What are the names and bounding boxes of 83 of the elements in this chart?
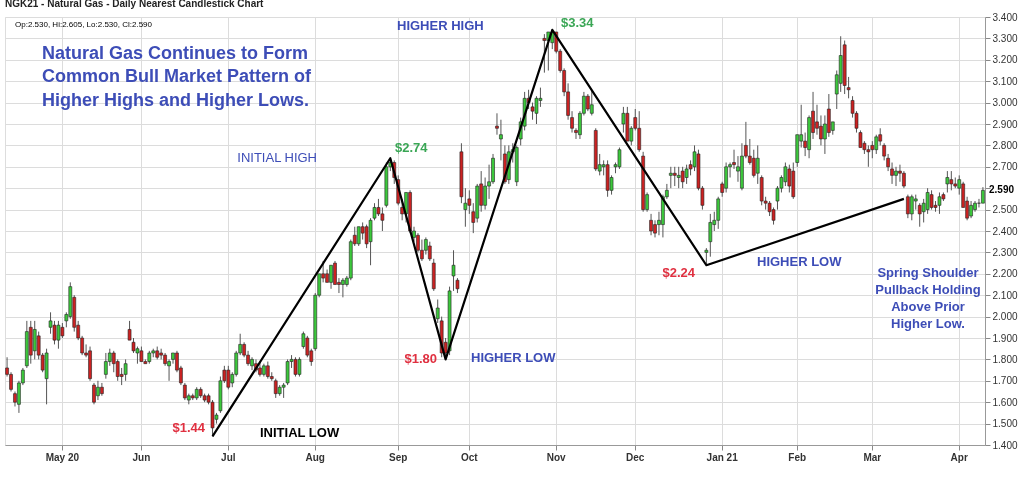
annotation: INITIAL LOW [260,425,340,440]
y-tick-label: 1.500 [992,418,1018,430]
candlestick [356,226,361,247]
text: 2.590 [989,184,1015,195]
candlestick [123,358,128,382]
annotation: $2.24 [662,265,696,280]
candlestick [305,335,310,358]
y-tick-label: 3.000 [992,97,1018,109]
y-tick-label: 1.700 [992,375,1018,387]
y-tick-label: 1.800 [992,353,1018,365]
candlestick [684,164,689,185]
candlestick [96,380,100,401]
y-tick-label: 2.300 [992,246,1018,258]
y-tick-label: 1.900 [992,332,1018,344]
x-tick-label: Mar [863,451,882,463]
candlestick [92,382,96,405]
y-tick-label: 2.400 [992,225,1018,237]
x-tick-label: Jul [221,451,236,463]
candlestick [874,134,879,155]
y-tick-label: 3.400 [992,11,1018,23]
annotation: $3.34 [561,15,595,30]
annotation: Spring Shoulder Pullback Holding Above Prior Higher Low. [875,265,981,331]
annotation: $1.44 [172,420,206,435]
y-tick-label: 2.500 [992,204,1018,216]
x-tick-label: Apr [950,451,968,463]
candlestick [329,264,333,290]
candlestick [866,144,871,168]
candlestick [617,147,622,170]
y-tick-label: 2.800 [992,139,1018,151]
chart-title: NGK21 - Natural Gas - Daily Nearest Candlestick Chart [5,0,265,9]
candlestick [669,166,673,189]
annotation: HIGHER LOW [757,254,843,269]
candlestick [910,194,914,221]
candlestick [649,213,653,236]
candlestick [917,202,922,228]
candlestick [341,277,345,298]
annotation: INITIAL HIGH [237,150,317,165]
x-tick-label: May 20 [45,451,80,463]
y-tick-label: 3.100 [992,75,1018,87]
candlestick [590,89,594,116]
x-tick-label: Sep [389,451,408,463]
x-tick-label: Dec [626,451,645,463]
y-tick-label: 1.400 [992,439,1018,451]
candlestick [759,174,764,206]
candlestick [716,196,721,230]
y-tick-label: 2.700 [992,161,1018,173]
y-tick-label: 2.000 [992,311,1018,323]
x-tick-label: Aug [305,451,325,463]
annotation: Natural Gas Continues to Form Common Bull Market Pattern of Higher Highs and Higher Lows. [42,43,313,110]
annotation: $1.80 [404,351,437,366]
candlestick [894,166,898,187]
annotation: Op:2.530, Hi:2.605, Lo:2.530, Cl:2.590 [15,20,153,29]
candlestick [906,194,910,219]
y-tick-label: 3.200 [992,54,1018,66]
candlestick [945,170,950,193]
candlestick [104,352,108,380]
candlestick [428,241,432,262]
annotation: HIGHER HIGH [397,18,484,33]
x-tick-label: Feb [788,451,807,463]
candlestick [787,164,792,193]
y-tick-label: 1.600 [992,396,1018,408]
candlestick [680,166,685,189]
x-tick-label: Oct [460,451,479,463]
candlestick [297,356,302,378]
candlestick [755,144,760,185]
candlestick [637,110,641,153]
x-tick-label: Jun [132,451,151,463]
y-tick-label: 2.900 [992,118,1018,130]
x-tick-label: Jan 21 [706,451,739,463]
x-tick-label: Nov [546,451,567,463]
candlestick [100,382,104,397]
candlestick [672,166,677,187]
candlestick [724,162,728,193]
y-tick-label: 2.100 [992,289,1018,301]
candlestick [273,378,278,399]
candlestick [542,33,547,74]
y-tick-label: 2.200 [992,268,1018,280]
annotation: $2.74 [395,140,429,155]
candlestick [676,166,681,189]
y-tick-label: 3.300 [992,32,1018,44]
annotation: HIGHER LOW [471,350,557,365]
candlestick [32,320,37,360]
candlestick [708,213,713,258]
